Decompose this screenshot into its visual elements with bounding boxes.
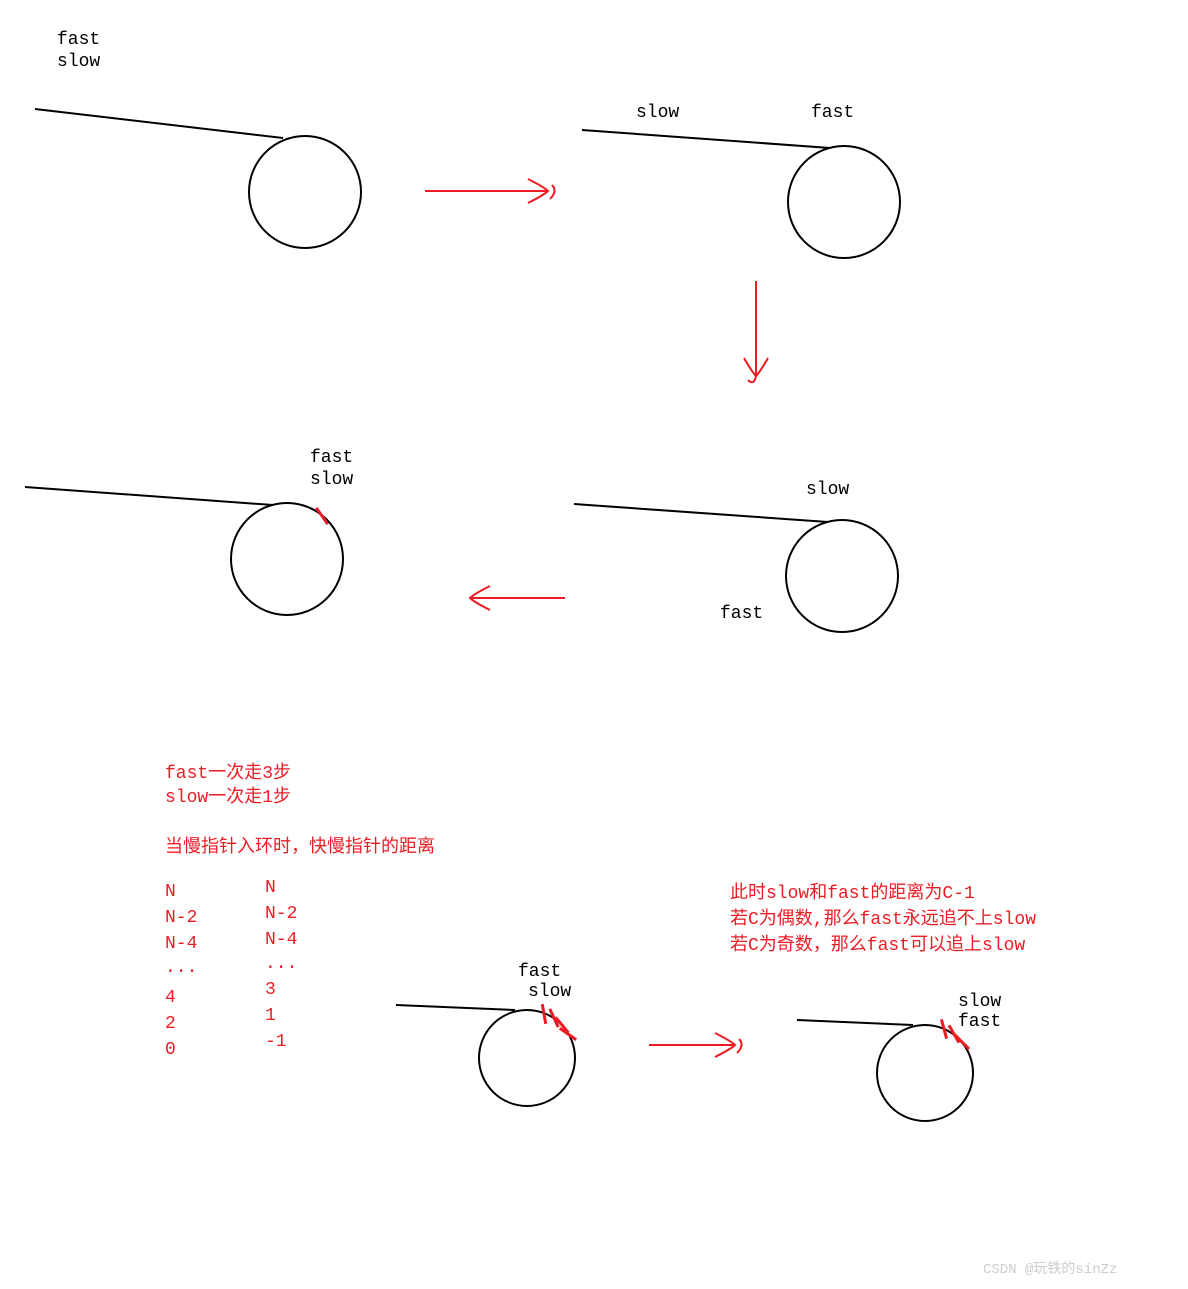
svg-layer (0, 0, 1188, 1289)
diagram-canvas: fast slow slow fast slow fast fast slow … (0, 0, 1188, 1289)
